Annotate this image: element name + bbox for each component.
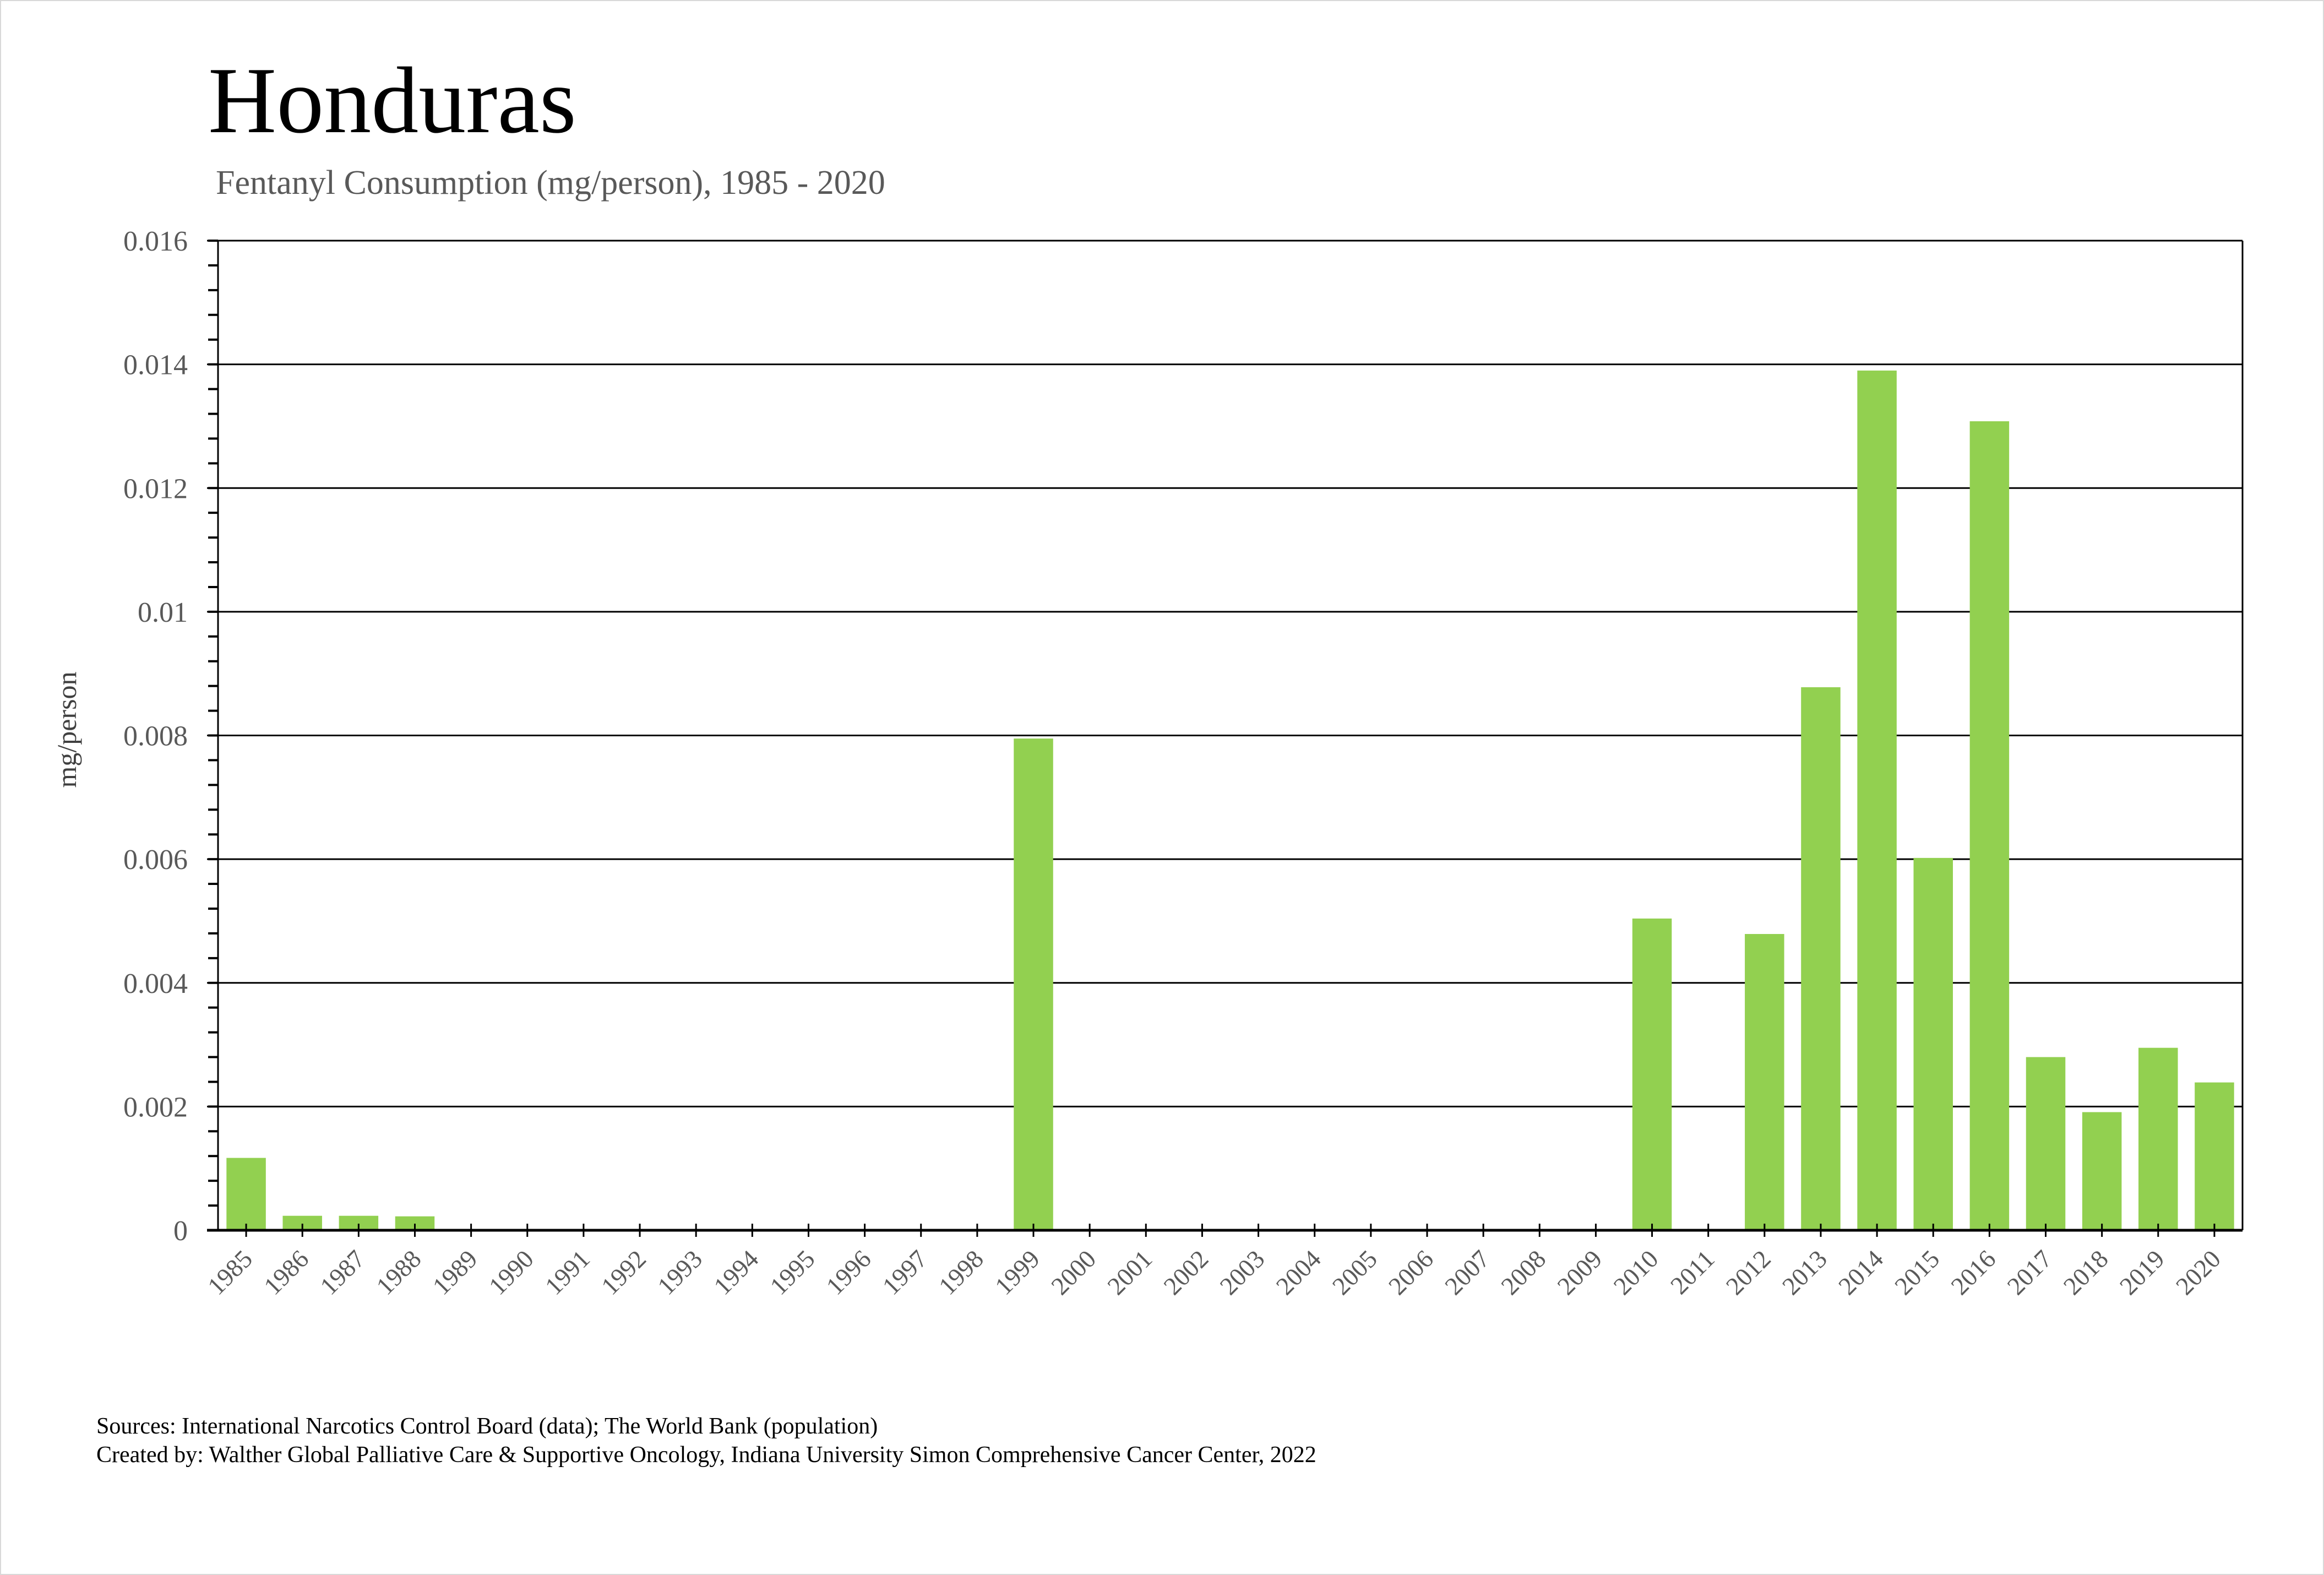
- x-tick-label: 1990: [483, 1245, 539, 1300]
- x-tick-label: 2020: [2170, 1245, 2226, 1300]
- y-tick-label: 0.014: [123, 350, 188, 381]
- x-tick-label: 1995: [764, 1245, 820, 1300]
- x-tick-label: 1998: [933, 1245, 989, 1300]
- x-tick-label: 2005: [1327, 1245, 1383, 1300]
- y-tick-label: 0.012: [123, 473, 188, 504]
- bar-1985: [226, 1158, 266, 1230]
- x-tick-label: 1991: [540, 1245, 595, 1300]
- y-axis-title: mg/person: [51, 671, 82, 788]
- x-tick-label: 2001: [1102, 1245, 1157, 1300]
- x-tick-label: 1987: [314, 1245, 370, 1300]
- x-tick-label: 1985: [202, 1245, 258, 1300]
- x-tick-label: 2015: [1889, 1245, 1945, 1300]
- x-tick-label: 2008: [1495, 1245, 1551, 1300]
- x-tick-label: 1997: [877, 1245, 933, 1300]
- footer-sources: Sources: International Narcotics Control…: [96, 1414, 878, 1439]
- y-tick-label: 0.008: [123, 721, 188, 752]
- y-tick-label: 0.01: [138, 597, 188, 628]
- footer-created-by: Created by: Walther Global Palliative Ca…: [96, 1442, 1316, 1468]
- bar-2012: [1745, 934, 1784, 1230]
- x-tick-label: 2019: [2114, 1245, 2170, 1300]
- bar-2014: [1857, 370, 1897, 1231]
- x-tick-label: 2017: [2001, 1245, 2057, 1300]
- bar-2020: [2195, 1082, 2234, 1230]
- x-tick-label: 1988: [371, 1245, 426, 1300]
- x-tick-label: 2003: [1215, 1245, 1270, 1300]
- x-tick-label: 2018: [2058, 1245, 2114, 1300]
- x-tick-label: 1996: [821, 1245, 877, 1300]
- x-tick-label: 1986: [258, 1245, 314, 1300]
- x-tick-label: 2012: [1721, 1245, 1776, 1300]
- x-tick-label: 2010: [1608, 1245, 1663, 1300]
- bar-2010: [1632, 918, 1672, 1230]
- x-tick-label: 1999: [989, 1245, 1045, 1300]
- x-tick-label: 2004: [1271, 1245, 1326, 1300]
- x-tick-label: 1994: [708, 1245, 764, 1300]
- bar-2015: [1913, 857, 1953, 1230]
- x-tick-label: 2006: [1383, 1245, 1439, 1300]
- x-tick-label: 2000: [1046, 1245, 1101, 1300]
- x-tick-label: 2009: [1552, 1245, 1607, 1300]
- bar-1999: [1014, 738, 1053, 1230]
- y-tick-label: 0.016: [123, 226, 188, 257]
- x-tick-label: 2014: [1833, 1245, 1888, 1300]
- y-tick-label: 0.004: [123, 968, 188, 1000]
- bar-2018: [2082, 1112, 2122, 1230]
- bar-2017: [2026, 1057, 2066, 1230]
- y-tick-label: 0: [173, 1215, 188, 1247]
- y-tick-label: 0.002: [123, 1091, 188, 1123]
- x-tick-label: 2011: [1665, 1245, 1720, 1300]
- y-tick-label: 0.006: [123, 844, 188, 876]
- x-tick-label: 1989: [427, 1245, 483, 1300]
- chart-title: Honduras: [208, 48, 576, 153]
- x-tick-label: 1992: [596, 1245, 651, 1300]
- chart-subtitle: Fentanyl Consumption (mg/person), 1985 -…: [216, 164, 885, 202]
- bar-2019: [2138, 1047, 2178, 1230]
- x-tick-label: 2013: [1777, 1245, 1832, 1300]
- bar-2016: [1969, 421, 2010, 1230]
- x-tick-label: 2002: [1158, 1245, 1213, 1300]
- bar-2013: [1801, 687, 1841, 1230]
- x-tick-label: 1993: [652, 1245, 707, 1300]
- x-tick-label: 2007: [1439, 1245, 1495, 1300]
- x-tick-label: 2016: [1945, 1245, 2001, 1300]
